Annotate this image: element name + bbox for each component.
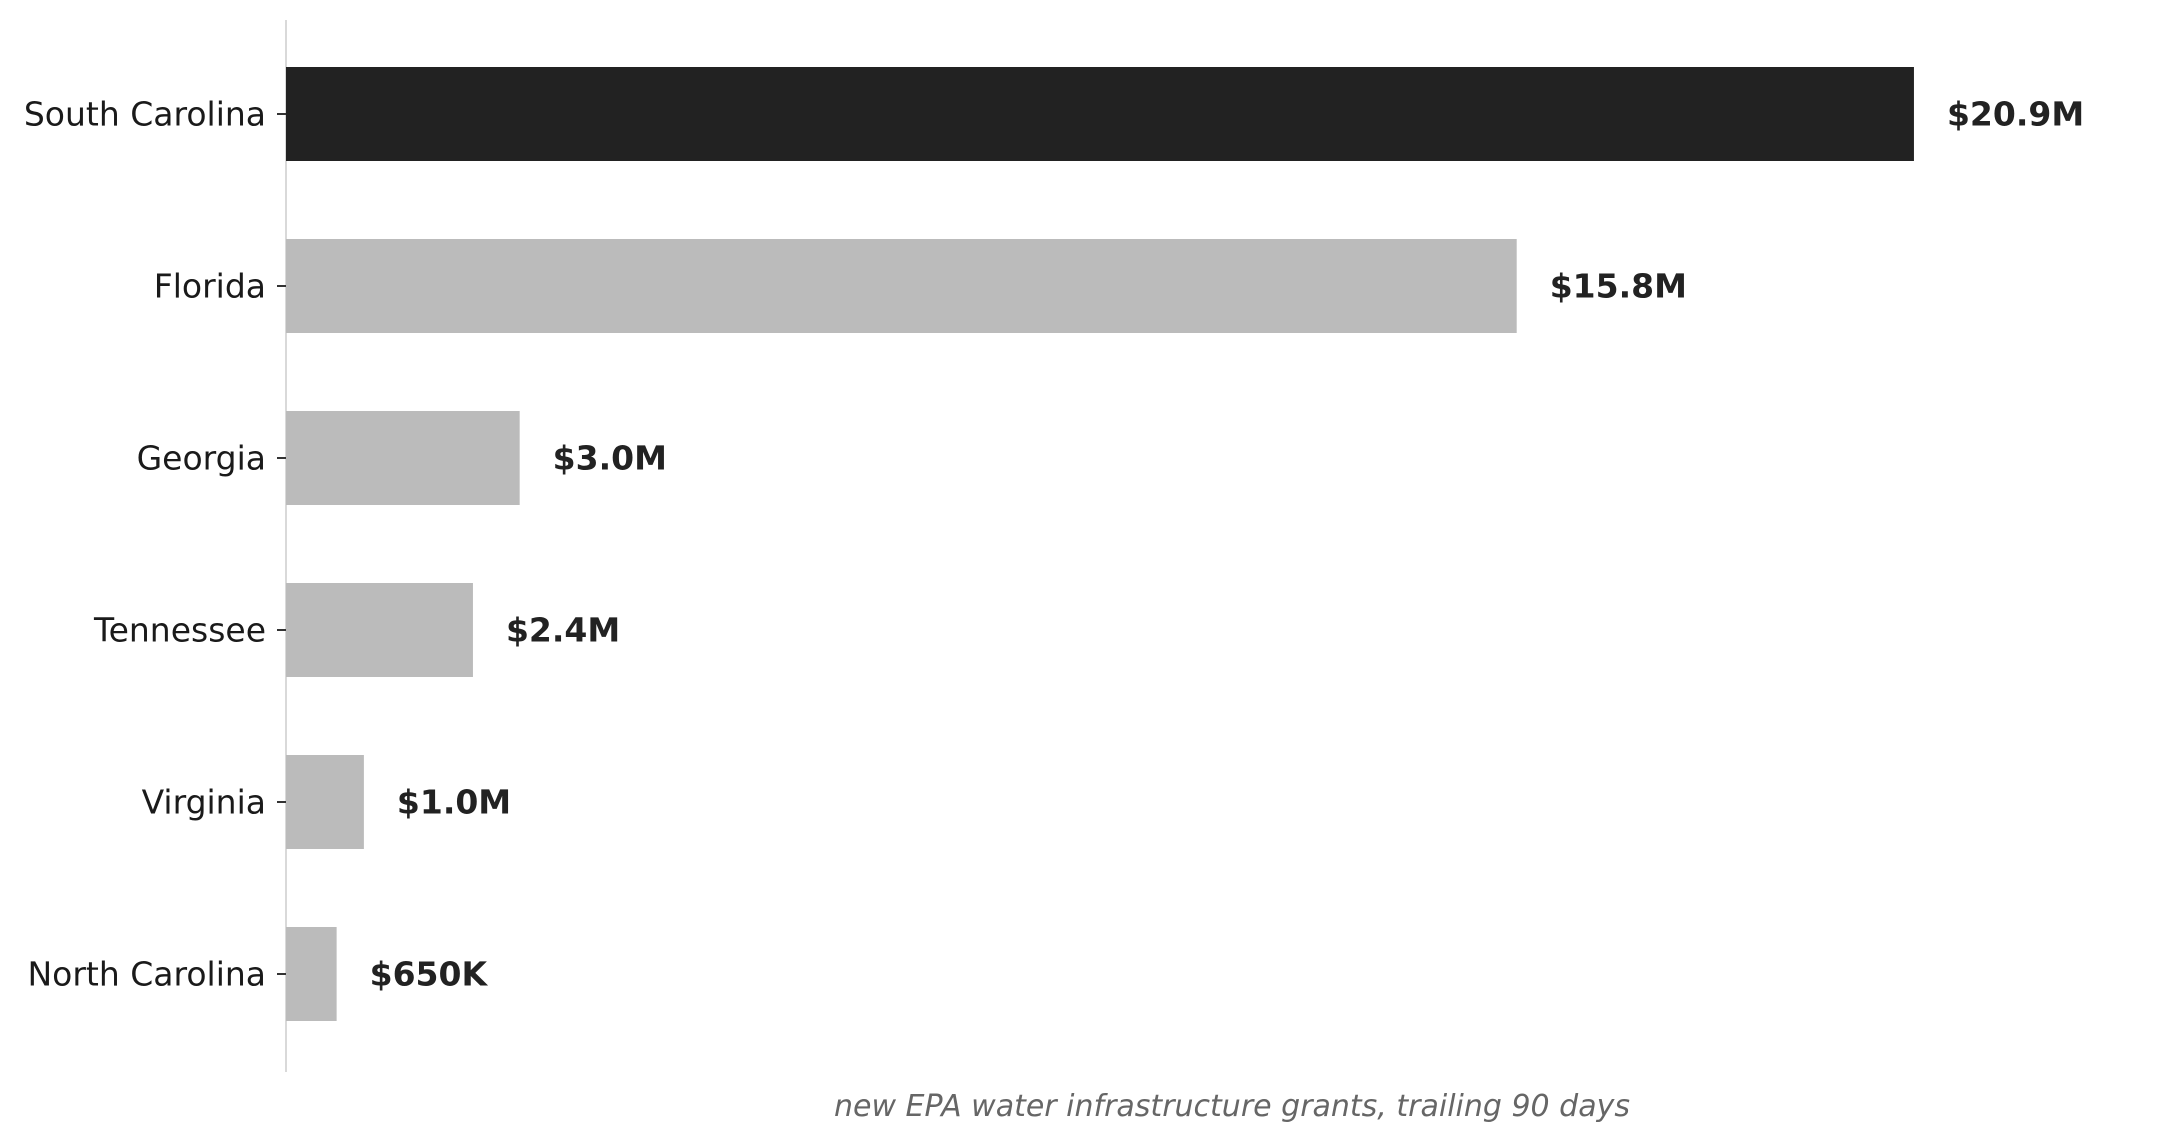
bar-south-carolina [286,67,1914,161]
y-tick-label-south-carolina: South Carolina [24,95,266,134]
y-tick-label-florida: Florida [154,267,266,306]
y-tick-label-north-carolina: North Carolina [27,955,266,994]
data-label-north-carolina: $650K [370,955,489,994]
labels-layer: South Carolina $20.9M Florida $15.8M Georgia… [24,95,2084,994]
y-tick-label-georgia: Georgia [137,439,266,478]
data-label-georgia: $3.0M [553,439,667,478]
axis-layer [277,20,287,1072]
bar-north-carolina [286,927,337,1021]
bar-georgia [286,411,520,505]
bar-tennessee [286,583,473,677]
bars-layer [286,67,1914,1021]
data-label-virginia: $1.0M [397,783,511,822]
bar-florida [286,239,1517,333]
y-tick-label-virginia: Virginia [142,783,266,822]
y-tick-label-tennessee: Tennessee [93,611,266,650]
bar-virginia [286,755,364,849]
data-label-florida: $15.8M [1550,267,1687,306]
data-label-south-carolina: $20.9M [1947,95,2084,134]
data-label-tennessee: $2.4M [506,611,620,650]
x-axis-label: new EPA water infrastructure grants, tra… [834,1089,1630,1124]
